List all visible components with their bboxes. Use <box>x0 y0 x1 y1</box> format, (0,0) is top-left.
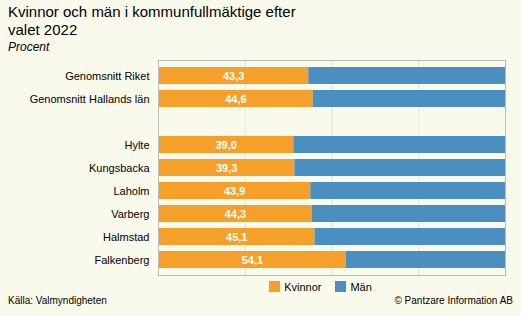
svg-text:Laholm: Laholm <box>113 185 149 197</box>
html-text:Kvinnor och män i kommunfullmä: Kvinnor och män i kommunfullmäktige efte… <box>8 3 296 38</box>
html-text:Kvinnor: Kvinnor <box>284 281 322 293</box>
svg-text:Genomsnitt Riket: Genomsnitt Riket <box>65 70 149 82</box>
svg-text:Falkenberg: Falkenberg <box>94 254 149 266</box>
html-text:Procent: Procent <box>8 40 50 54</box>
svg-text:Kungsbacka: Kungsbacka <box>89 162 150 174</box>
svg-text:39,3: 39,3 <box>216 162 237 174</box>
svg-text:Varberg: Varberg <box>111 208 149 220</box>
html-text:Källa: Valmyndigheten: Källa: Valmyndigheten <box>8 295 107 306</box>
svg-text:Hylte: Hylte <box>124 139 149 151</box>
svg-text:Halmstad: Halmstad <box>103 231 149 243</box>
svg-text:39,0: 39,0 <box>215 139 236 151</box>
svg-text:Genomsnitt Hallands län: Genomsnitt Hallands län <box>30 93 150 105</box>
html-text:© Pantzare Information AB: © Pantzare Information AB <box>394 295 513 306</box>
svg-text:45,1: 45,1 <box>226 231 247 243</box>
svg-text:44,6: 44,6 <box>225 93 246 105</box>
svg-text:54,1: 54,1 <box>242 254 263 266</box>
svg-text:43,9: 43,9 <box>224 185 245 197</box>
html-text:Män: Män <box>350 281 372 293</box>
svg-text:44,3: 44,3 <box>225 208 246 220</box>
svg-text:43,3: 43,3 <box>223 70 244 82</box>
